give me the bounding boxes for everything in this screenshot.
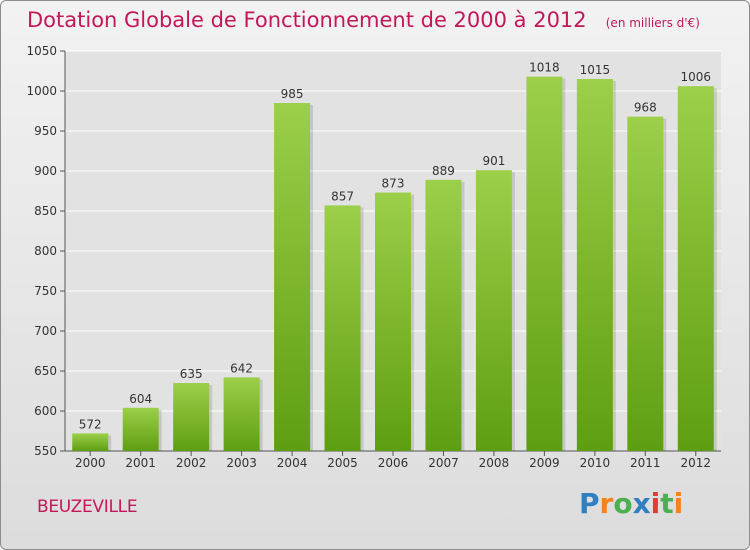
y-tick-label: 1050 <box>26 44 57 58</box>
bar-2010 <box>576 79 613 451</box>
bar-2008 <box>475 170 512 451</box>
x-tick-label: 2007 <box>428 456 459 470</box>
x-tick-label: 2006 <box>378 456 409 470</box>
bar-2009 <box>526 76 563 451</box>
bar-value-label: 985 <box>281 87 304 101</box>
y-tick-label: 900 <box>34 164 57 178</box>
y-tick-label: 1000 <box>26 84 57 98</box>
bar-value-label: 968 <box>634 101 657 115</box>
logo-letter: x <box>632 487 651 520</box>
logo-letter: P <box>579 487 600 520</box>
bar-2006 <box>375 192 411 451</box>
x-tick-label: 2000 <box>75 456 106 470</box>
bar-2000 <box>72 433 109 451</box>
logo-letter: t <box>660 487 674 520</box>
bars <box>72 76 717 452</box>
bar-2003 <box>223 377 260 451</box>
bar-value-label: 642 <box>230 361 253 375</box>
bar-2001 <box>122 407 159 451</box>
logo-letter: r <box>599 487 614 520</box>
logo-letter: o <box>613 487 633 520</box>
y-tick-label: 600 <box>34 404 57 418</box>
x-tick-label: 2005 <box>327 456 358 470</box>
bar-value-label: 873 <box>382 177 405 191</box>
x-tick-label: 2009 <box>529 456 560 470</box>
y-tick-label: 850 <box>34 204 57 218</box>
bar-value-label: 635 <box>180 367 203 381</box>
title-row: Dotation Globale de Fonctionnement de 20… <box>27 8 700 32</box>
y-tick-label: 700 <box>34 324 57 338</box>
bar-value-label: 857 <box>331 189 354 203</box>
chart-title: Dotation Globale de Fonctionnement de 20… <box>27 8 587 32</box>
bar-2004 <box>274 103 311 451</box>
bar-value-label: 901 <box>482 154 505 168</box>
bar-2002 <box>173 383 210 451</box>
bar-value-label: 1006 <box>680 70 711 84</box>
bar-value-label: 1015 <box>580 63 611 77</box>
x-tick-label: 2004 <box>277 456 308 470</box>
bar-value-label: 604 <box>129 392 152 406</box>
bar-2005 <box>324 205 361 451</box>
x-tick-label: 2002 <box>176 456 207 470</box>
bar-2012 <box>677 86 714 451</box>
commune-name: BEUZEVILLE <box>37 497 138 517</box>
logo-letter: i <box>673 487 684 520</box>
x-tick-label: 2010 <box>580 456 611 470</box>
logo-letter: i <box>650 487 661 520</box>
y-tick-label: 650 <box>34 364 57 378</box>
x-tick-label: 2003 <box>226 456 257 470</box>
y-tick-label: 800 <box>34 244 57 258</box>
bar-value-label: 572 <box>79 417 102 431</box>
bar-2007 <box>425 179 462 452</box>
y-tick-label: 550 <box>34 444 57 458</box>
x-tick-label: 2011 <box>630 456 661 470</box>
labels: 572 2000 604 2001 635 2002 642 2003 985 2004 857 20… <box>75 61 711 470</box>
bar-2011 <box>627 116 664 451</box>
bar-value-label: 1018 <box>529 61 560 75</box>
unit-note: (en milliers d'€) <box>605 16 700 30</box>
y-tick-label: 750 <box>34 284 57 298</box>
y-tick-label: 950 <box>34 124 57 138</box>
x-tick-label: 2001 <box>125 456 156 470</box>
x-tick-label: 2012 <box>680 456 711 470</box>
x-tick-label: 2008 <box>479 456 510 470</box>
bar-value-label: 889 <box>432 164 455 178</box>
